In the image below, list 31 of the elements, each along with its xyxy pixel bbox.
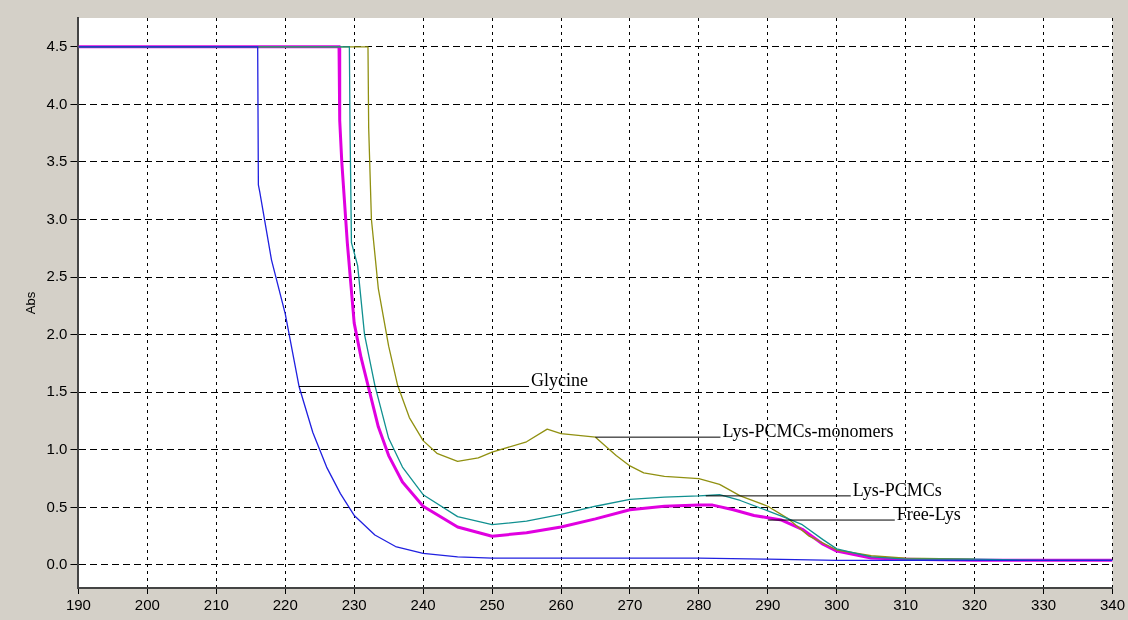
x-tick-label: 240: [410, 596, 436, 614]
y-axis-title: Abs: [23, 291, 39, 315]
x-tick-label: 190: [65, 596, 91, 614]
x-tick-label: 310: [893, 596, 919, 614]
y-tick-label: 4.0: [46, 94, 68, 112]
x-tick-label: 280: [686, 596, 712, 614]
annotation: Lys-PCMCs-monomers: [722, 420, 894, 441]
x-tick-label: 250: [479, 596, 505, 614]
x-tick-label: 330: [1031, 596, 1057, 614]
x-tick-label: 220: [272, 596, 298, 614]
x-tick-label: 290: [755, 596, 781, 614]
y-tick-label: 1.0: [46, 439, 68, 457]
y-tick-label: 3.0: [46, 209, 68, 227]
x-tick-label: 200: [134, 596, 160, 614]
x-tick-label: 320: [962, 596, 988, 614]
x-tick-label: 230: [341, 596, 367, 614]
y-tick-label: 4.5: [46, 36, 68, 54]
x-tick-label: 270: [617, 596, 643, 614]
y-tick-label: 3.5: [46, 152, 68, 170]
x-tick-label: 210: [203, 596, 229, 614]
x-tick-label: 340: [1099, 596, 1125, 614]
y-tick-label: 2.5: [46, 267, 68, 285]
x-tick-label: 260: [548, 596, 574, 614]
y-tick-label: 1.5: [46, 382, 68, 400]
annotation: Lys-PCMCs: [852, 479, 942, 500]
y-tick-label: 0.0: [46, 555, 68, 573]
annotation: Free-Lys: [896, 503, 961, 524]
annotation: Glycine: [531, 370, 589, 391]
y-tick-label: 2.0: [46, 324, 68, 342]
y-tick-label: 0.5: [46, 497, 68, 515]
x-tick-label: 300: [824, 596, 850, 614]
